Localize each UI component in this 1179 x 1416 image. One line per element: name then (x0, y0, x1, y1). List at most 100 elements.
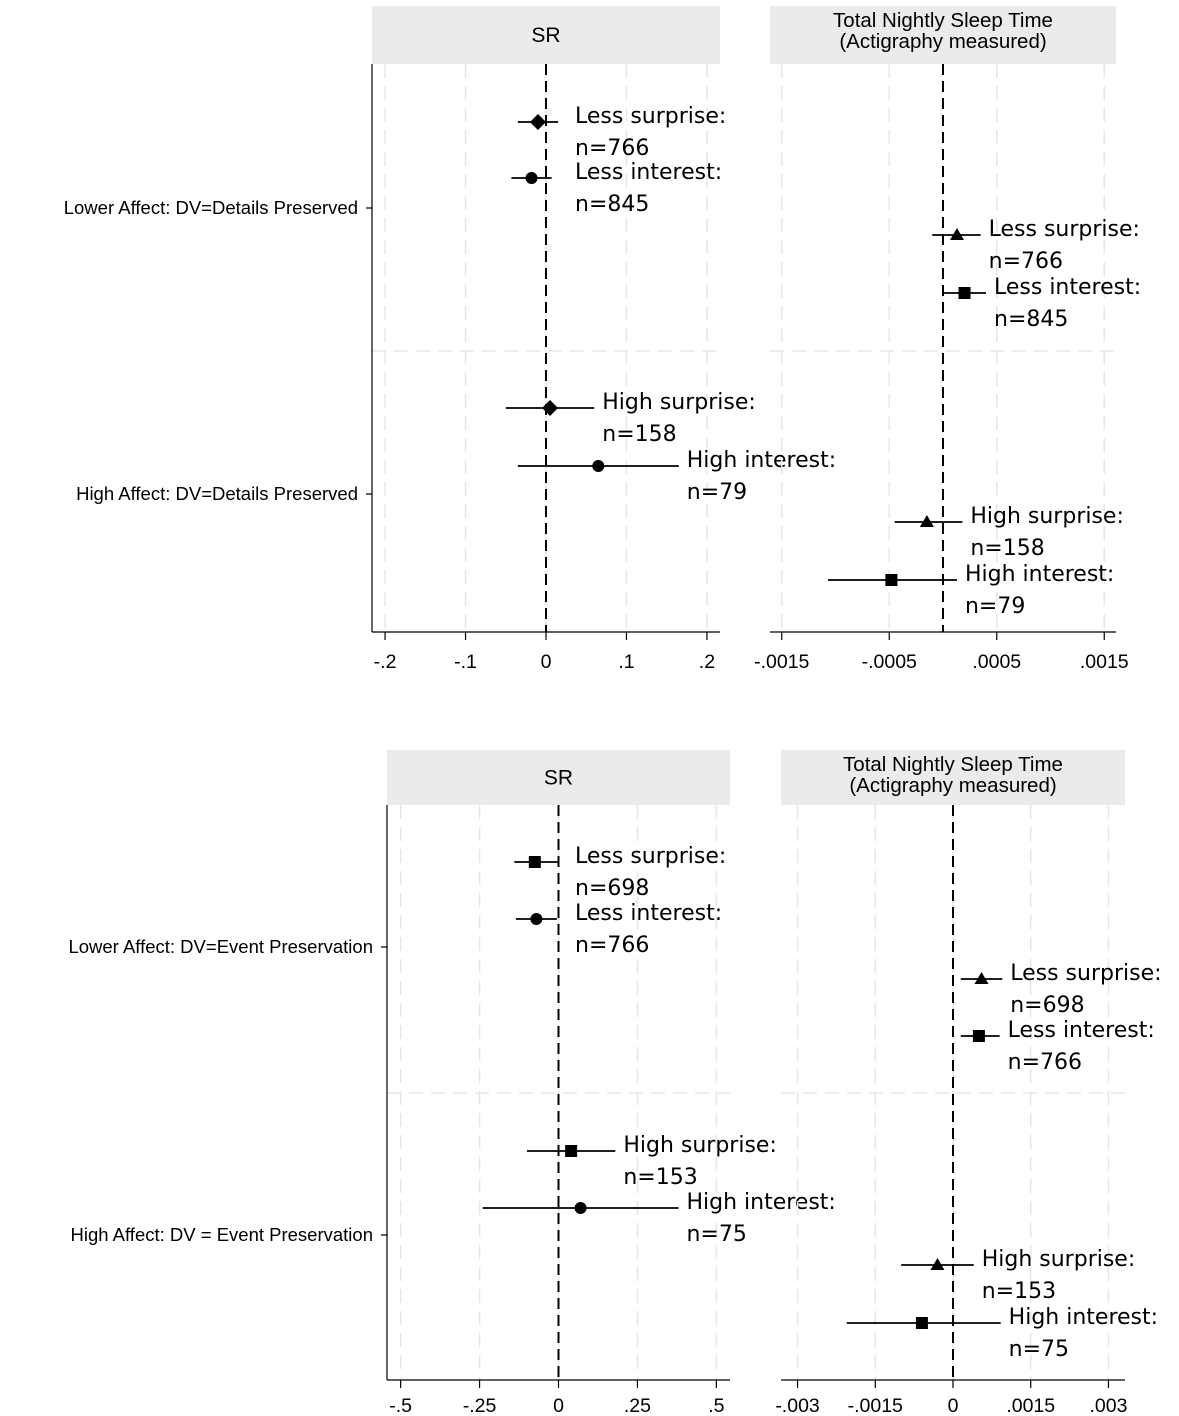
triangle-marker (930, 1258, 945, 1270)
x-tick-label: .003 (1089, 1395, 1127, 1416)
panel-header (372, 6, 720, 64)
point-label-n: n=766 (575, 933, 649, 958)
x-tick-label: 0 (948, 1395, 959, 1416)
point-label-n: n=75 (1009, 1337, 1069, 1362)
diamond-marker (542, 400, 559, 416)
panel-title: (Actigraphy measured) (849, 774, 1056, 797)
row-label: High Affect: DV = Event Preservation (71, 1224, 374, 1245)
point-label-n: n=698 (575, 876, 649, 901)
point-label-title: Less interest: (994, 275, 1141, 300)
estimate-point: Less interest: n=845 (511, 160, 722, 217)
circle-marker (530, 913, 543, 925)
x-tick-label: .5 (708, 1395, 724, 1416)
x-tick-label: -.25 (463, 1395, 497, 1416)
x-tick-label: 0 (553, 1395, 564, 1416)
estimate-point: High interest: n=75 (846, 1305, 1158, 1362)
x-tick-label: -.2 (374, 651, 397, 673)
square-marker (915, 1317, 928, 1329)
circle-marker (574, 1202, 587, 1214)
diamond-marker (529, 114, 546, 130)
point-label-title: Less surprise: (989, 217, 1140, 242)
row-label: High Affect: DV=Details Preserved (76, 483, 358, 504)
estimate-point: High surprise: n=158 (894, 504, 1124, 561)
estimate-point: High interest: n=79 (827, 562, 1114, 619)
point-label-title: High interest: (687, 448, 836, 473)
point-label-n: n=79 (687, 480, 747, 505)
square-marker (528, 856, 541, 868)
triangle-marker (974, 972, 989, 984)
x-tick-label: -.0015 (848, 1395, 903, 1416)
x-tick-label: .25 (624, 1395, 651, 1416)
square-marker (972, 1030, 985, 1042)
panel-header (387, 750, 730, 805)
estimate-point: Less surprise: n=766 (517, 104, 726, 161)
x-tick-label: -.003 (775, 1395, 819, 1416)
circle-marker (525, 172, 538, 184)
point-label-n: n=79 (965, 594, 1025, 619)
x-tick-label: .0015 (1006, 1395, 1055, 1416)
point-label-n: n=845 (994, 307, 1068, 332)
point-label-title: Less interest: (575, 160, 722, 185)
estimate-point: Less interest: n=766 (960, 1018, 1155, 1075)
x-tick-label: .0005 (972, 651, 1021, 673)
point-label-title: Less surprise: (575, 104, 726, 129)
estimate-point: High interest: n=75 (482, 1190, 836, 1247)
estimate-point: High interest: n=79 (517, 448, 836, 505)
estimate-point: Less surprise: n=698 (514, 844, 726, 901)
point-label-title: Less surprise: (1010, 961, 1161, 986)
point-label-n: n=75 (686, 1222, 746, 1247)
estimate-point: High surprise: n=153 (901, 1247, 1135, 1304)
point-label-n: n=766 (989, 249, 1063, 274)
square-marker (958, 287, 971, 299)
triangle-marker (919, 515, 934, 527)
estimate-point: Less interest: n=845 (943, 275, 1141, 332)
triangle-marker (949, 228, 964, 240)
panel-title: (Actigraphy measured) (839, 30, 1046, 53)
panel-header (770, 6, 1116, 64)
x-tick-label: .0015 (1080, 651, 1129, 673)
panel-title: Total Nightly Sleep Time (833, 9, 1053, 32)
estimate-point: High surprise: n=158 (505, 390, 756, 447)
square-marker (885, 574, 898, 586)
point-label-title: Less interest: (1008, 1018, 1155, 1043)
panel-sleep-time: Total Nightly Sleep Time(Actigraphy meas… (775, 750, 1162, 1416)
x-tick-label: -.5 (389, 1395, 412, 1416)
x-tick-label: .2 (699, 651, 715, 673)
figure-2: Lower Affect: DV=Event Preservation High … (68, 750, 1162, 1416)
figure-1: Lower Affect: DV=Details Preserved High A… (64, 6, 1141, 673)
point-label-title: High interest: (965, 562, 1114, 587)
square-marker (565, 1145, 578, 1157)
point-label-title: High surprise: (602, 390, 756, 415)
panel-title: SR (544, 767, 573, 790)
point-label-n: n=698 (1010, 993, 1084, 1018)
point-label-n: n=766 (575, 136, 649, 161)
panel-header (781, 750, 1125, 805)
point-label-n: n=766 (1008, 1050, 1082, 1075)
estimate-point: Less interest: n=766 (515, 901, 722, 958)
point-label-n: n=153 (982, 1279, 1056, 1304)
point-label-n: n=158 (970, 536, 1044, 561)
estimate-point: High surprise: n=153 (526, 1133, 777, 1190)
estimate-point: Less surprise: n=698 (960, 961, 1162, 1018)
x-tick-label: -.0005 (862, 651, 917, 673)
panel-title: SR (531, 24, 560, 47)
row-label: Lower Affect: DV=Details Preserved (64, 197, 358, 218)
x-tick-label: .1 (618, 651, 634, 673)
circle-marker (592, 460, 605, 472)
point-label-title: Less interest: (575, 901, 722, 926)
estimate-point: Less surprise: n=766 (932, 217, 1140, 274)
point-label-n: n=153 (623, 1165, 697, 1190)
point-label-title: High surprise: (623, 1133, 777, 1158)
point-label-n: n=158 (602, 422, 676, 447)
point-label-title: High interest: (686, 1190, 835, 1215)
x-tick-label: 0 (541, 651, 552, 673)
panel-sleep-time: Total Nightly Sleep Time(Actigraphy meas… (754, 6, 1141, 673)
point-label-title: High surprise: (970, 504, 1124, 529)
point-label-title: Less surprise: (575, 844, 726, 869)
panel-title: Total Nightly Sleep Time (843, 753, 1063, 776)
point-label-title: High surprise: (982, 1247, 1136, 1272)
point-label-n: n=845 (575, 192, 649, 217)
